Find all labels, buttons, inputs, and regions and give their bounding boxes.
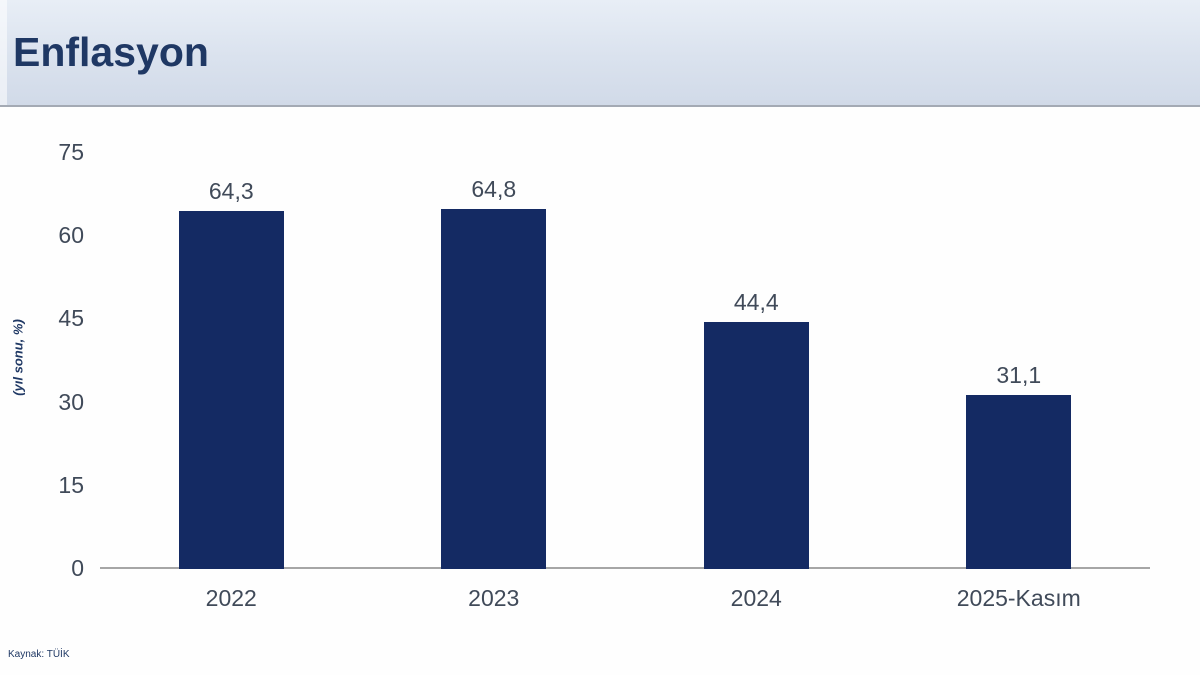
- x-axis-label: 2022: [205, 585, 257, 611]
- header-banner: Enflasyon: [0, 0, 1200, 107]
- y-axis-tick-label: 30: [58, 388, 84, 415]
- y-axis-tick-label: 0: [71, 555, 84, 581]
- y-axis-tick-label: 75: [58, 139, 84, 165]
- source-note: Kaynak: TÜİK: [8, 649, 70, 660]
- bar-2023: [441, 208, 547, 569]
- page-title: Enflasyon: [13, 28, 209, 75]
- y-axis-tick-label: 15: [58, 471, 84, 498]
- y-axis-tick-label: 60: [58, 222, 84, 249]
- bar-2025-Kasım: [966, 395, 1072, 569]
- x-axis-label: 2025-Kasım: [956, 585, 1081, 611]
- y-axis-tick-label: 45: [58, 305, 84, 332]
- bar-value-label: 64,3: [208, 178, 254, 205]
- x-axis-label: 2023: [468, 585, 520, 611]
- bar-value-label: 64,8: [471, 175, 517, 202]
- bar-value-label: 31,1: [996, 362, 1042, 389]
- x-axis-label: 2024: [730, 585, 782, 611]
- bar-2024: [703, 321, 809, 569]
- bar-2022: [178, 211, 284, 569]
- x-axis-line: [100, 567, 1150, 569]
- bar-value-label: 44,4: [733, 288, 779, 315]
